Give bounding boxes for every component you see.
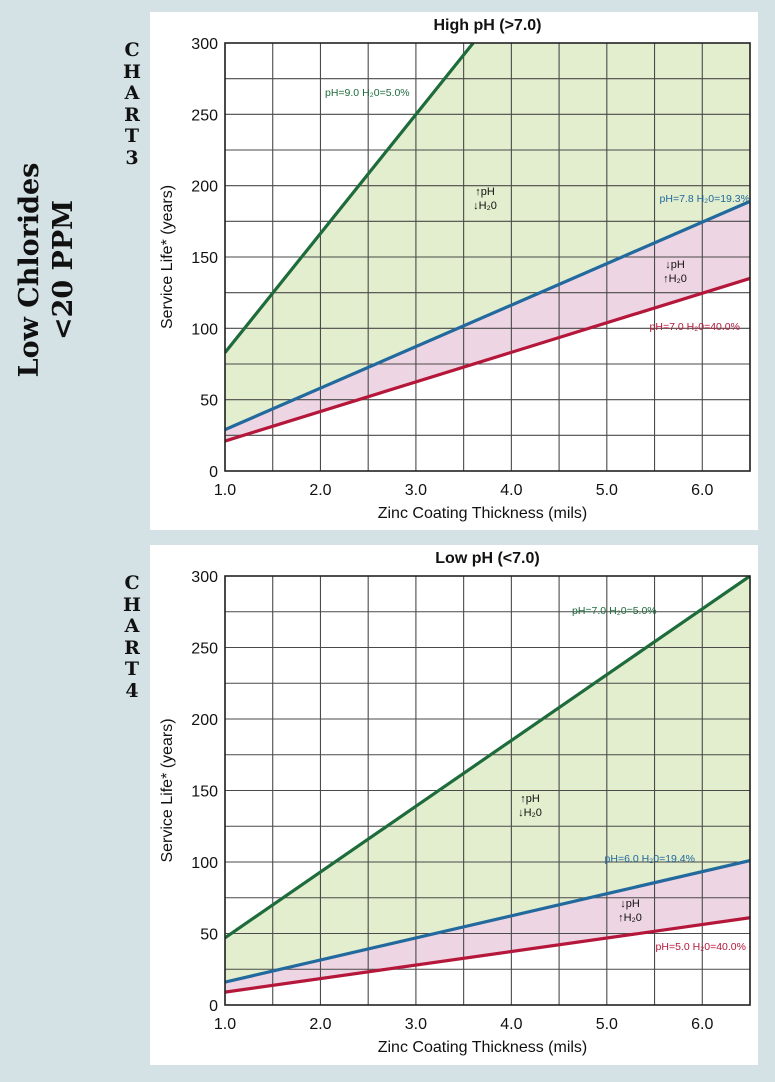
y-axis-label: Service Life* (years) bbox=[159, 185, 176, 329]
y-axis-label: Service Life* (years) bbox=[159, 718, 176, 862]
chart-title: High pH (>7.0) bbox=[433, 17, 541, 34]
lower-region-annotation: ↓pH bbox=[620, 898, 640, 910]
chart-label-letter: C bbox=[124, 572, 140, 594]
chart-label-letter: T bbox=[124, 125, 140, 148]
series-label: pH=7.8 H₂0=19.3% bbox=[660, 193, 750, 205]
y-tick-label: 0 bbox=[209, 998, 218, 1015]
chart-label-letter: 4 bbox=[125, 679, 139, 702]
x-tick-label: 1.0 bbox=[214, 482, 236, 499]
x-tick-label: 1.0 bbox=[214, 1016, 236, 1033]
series-lines bbox=[225, 576, 750, 994]
chart-label-letter: 3 bbox=[125, 146, 139, 169]
plot-area bbox=[225, 43, 750, 442]
x-tick-label: 2.0 bbox=[309, 1016, 331, 1033]
x-tick-label: 6.0 bbox=[691, 482, 713, 499]
x-axis-label: Zinc Coating Thickness (mils) bbox=[378, 1039, 588, 1056]
series-label: pH=7.0 H₂0=5.0% bbox=[572, 605, 657, 617]
chart-label-letter: T bbox=[124, 658, 140, 681]
x-axis-label: Zinc Coating Thickness (mils) bbox=[378, 505, 588, 522]
y-tick-label: 300 bbox=[191, 569, 218, 586]
series-label: pH=7.0 H₂0=40.0% bbox=[650, 321, 740, 333]
chart-label-letter: H bbox=[123, 593, 141, 616]
y-tick-label: 150 bbox=[191, 250, 218, 267]
chart-label-letter: H bbox=[123, 60, 141, 83]
y-tick-label: 100 bbox=[191, 321, 218, 338]
series-line bbox=[225, 916, 750, 994]
plot-area bbox=[225, 576, 750, 993]
upper-region-annotation: ↑pH bbox=[520, 793, 540, 805]
series-line bbox=[225, 276, 750, 443]
series-line bbox=[225, 43, 475, 354]
series-label: pH=9.0 H₂0=5.0% bbox=[325, 87, 410, 99]
y-tick-label: 200 bbox=[191, 712, 218, 729]
chart-4-panel: Low pH (<7.0) 0 50 100 150 200 250 300 1.0 2.0 3.0… bbox=[150, 545, 758, 1065]
y-tick-label: 0 bbox=[209, 464, 218, 481]
chart-label-letter: R bbox=[124, 636, 140, 659]
chart-label-letter: A bbox=[124, 615, 140, 638]
chart-label-letter: A bbox=[124, 82, 140, 105]
y-tick-label: 300 bbox=[191, 36, 218, 53]
upper-region-annotation: ↓H₂0 bbox=[473, 200, 497, 212]
lower-region-annotation: ↑H₂0 bbox=[618, 912, 642, 924]
upper-region-fill bbox=[225, 43, 750, 430]
series-label: pH=5.0 H₂0=40.0% bbox=[656, 941, 746, 953]
chart-3-panel: High pH (>7.0) 0 50 100 150 200 250 300 1.0 2.0 3.… bbox=[150, 12, 758, 530]
y-tick-label: 100 bbox=[191, 855, 218, 872]
chart-label-letter: R bbox=[124, 103, 140, 126]
x-tick-label: 5.0 bbox=[596, 482, 618, 499]
x-tick-label: 5.0 bbox=[596, 1016, 618, 1033]
upper-region-annotation: ↓H₂0 bbox=[518, 807, 542, 819]
y-tick-label: 200 bbox=[191, 179, 218, 196]
x-tick-label: 4.0 bbox=[500, 1016, 522, 1033]
x-tick-label: 3.0 bbox=[405, 482, 427, 499]
series-line bbox=[225, 576, 750, 940]
side-title-line1: Low Chlorides bbox=[14, 163, 45, 378]
upper-region-fill bbox=[225, 576, 750, 983]
side-title: Low Chlorides <20 PPM bbox=[14, 163, 79, 378]
lower-region-fill bbox=[225, 201, 750, 442]
chart-label-letter: C bbox=[124, 39, 140, 61]
chart-title: Low pH (<7.0) bbox=[435, 550, 539, 567]
y-tick-label: 250 bbox=[191, 641, 218, 658]
y-tick-label: 50 bbox=[200, 927, 218, 944]
y-tick-label: 250 bbox=[191, 107, 218, 124]
plot-frame bbox=[224, 42, 751, 472]
lower-region-annotation: ↓pH bbox=[665, 259, 685, 271]
lower-region-fill bbox=[225, 860, 750, 993]
series-line bbox=[225, 199, 750, 432]
series-label: pH=6.0 H₂0=19.4% bbox=[605, 853, 695, 865]
series-lines bbox=[225, 43, 750, 443]
x-tick-label: 6.0 bbox=[691, 1016, 713, 1033]
x-tick-label: 3.0 bbox=[405, 1016, 427, 1033]
upper-region-annotation: ↑pH bbox=[475, 186, 495, 198]
series-line bbox=[225, 859, 750, 984]
side-title-line2: <20 PPM bbox=[48, 200, 79, 340]
y-tick-label: 50 bbox=[200, 393, 218, 410]
x-tick-label: 4.0 bbox=[500, 482, 522, 499]
x-tick-label: 2.0 bbox=[309, 482, 331, 499]
plot-frame bbox=[224, 575, 751, 1006]
chart-3: High pH (>7.0) 0 50 100 150 200 250 300 1.0 2.0 3.… bbox=[159, 17, 751, 522]
lower-region-annotation: ↑H₂0 bbox=[663, 273, 687, 285]
chart-4: Low pH (<7.0) 0 50 100 150 200 250 300 1.0 2.0 3.0… bbox=[159, 550, 751, 1056]
y-tick-label: 150 bbox=[191, 784, 218, 801]
